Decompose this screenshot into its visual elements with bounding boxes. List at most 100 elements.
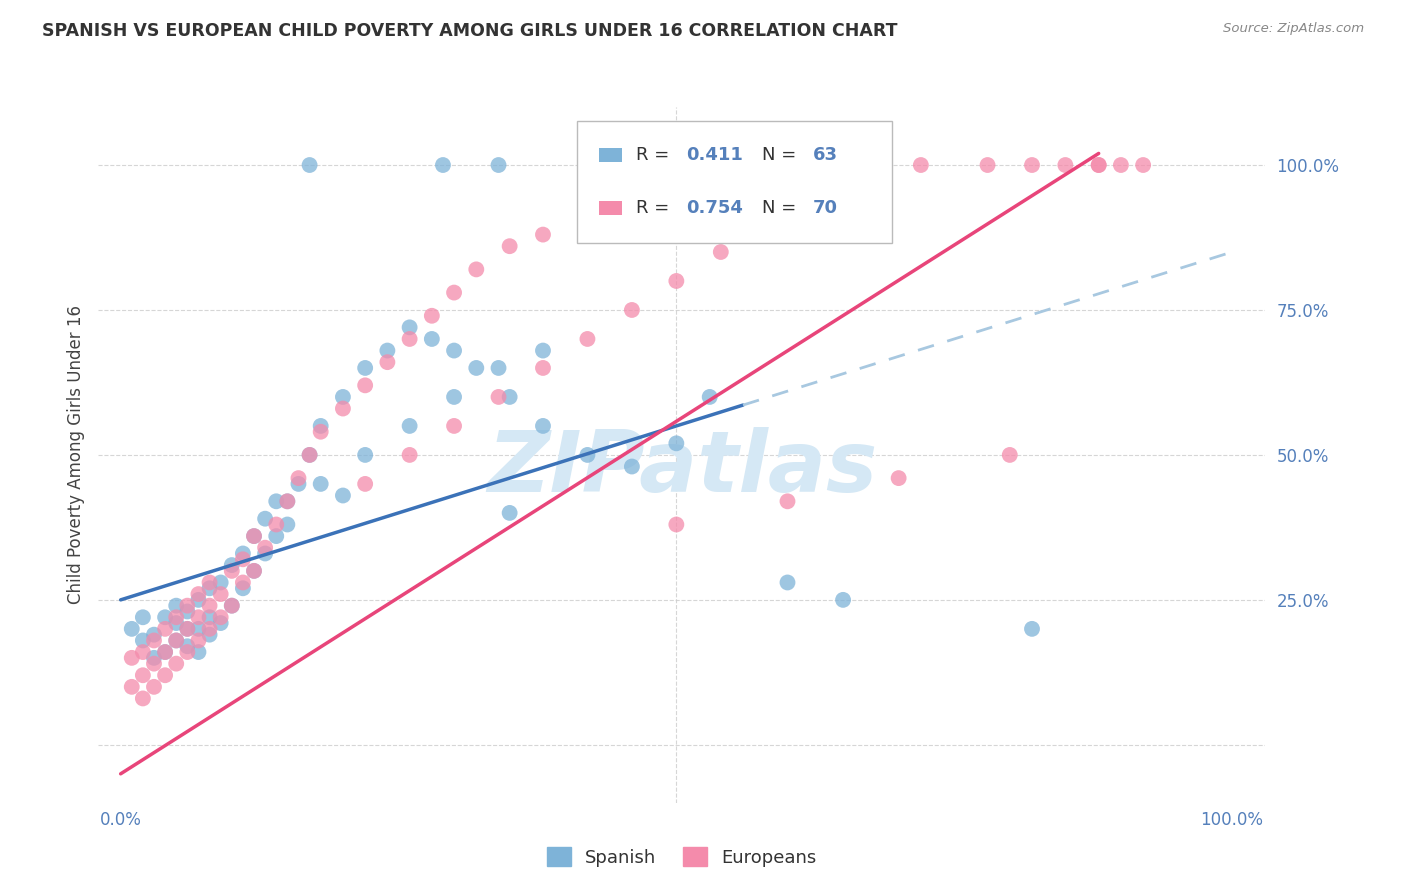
Point: [531, 419, 554, 434]
Point: [153, 622, 176, 636]
Point: [309, 419, 332, 434]
Point: [254, 546, 277, 561]
Text: N =: N =: [762, 199, 803, 218]
Point: [232, 582, 254, 596]
Point: [665, 274, 688, 288]
Point: [198, 628, 221, 642]
Point: [176, 645, 198, 659]
Point: [309, 425, 332, 439]
Point: [232, 575, 254, 590]
Text: 70: 70: [813, 199, 838, 218]
Point: [153, 645, 176, 659]
Text: SPANISH VS EUROPEAN CHILD POVERTY AMONG GIRLS UNDER 16 CORRELATION CHART: SPANISH VS EUROPEAN CHILD POVERTY AMONG …: [42, 22, 897, 40]
Point: [221, 599, 243, 613]
Point: [264, 529, 287, 543]
Point: [264, 494, 287, 508]
Point: [354, 448, 377, 462]
Point: [221, 564, 243, 578]
Point: [198, 599, 221, 613]
Point: [276, 494, 298, 508]
Point: [799, 193, 821, 207]
Point: [443, 419, 465, 434]
Point: [332, 489, 354, 503]
Point: [776, 575, 799, 590]
Point: [354, 378, 377, 392]
Point: [121, 680, 143, 694]
Point: [176, 599, 198, 613]
Point: [153, 645, 176, 659]
Point: [465, 361, 488, 376]
Point: [187, 633, 209, 648]
Point: [232, 552, 254, 566]
Point: [176, 622, 198, 636]
Point: [1109, 158, 1132, 172]
Point: [398, 332, 420, 346]
Point: [443, 343, 465, 358]
Point: [754, 216, 776, 230]
Point: [287, 471, 309, 485]
Point: [488, 158, 510, 172]
Text: 0.411: 0.411: [686, 146, 744, 164]
Point: [243, 564, 266, 578]
Point: [209, 615, 232, 630]
Point: [665, 517, 688, 532]
Point: [710, 244, 733, 259]
Point: [143, 633, 166, 648]
Text: R =: R =: [637, 199, 675, 218]
Point: [298, 448, 321, 462]
Point: [187, 645, 209, 659]
Point: [998, 448, 1021, 462]
Point: [209, 575, 232, 590]
Point: [488, 390, 510, 404]
Point: [153, 668, 176, 682]
Text: ZIPatlas: ZIPatlas: [486, 427, 877, 510]
Point: [132, 668, 155, 682]
Point: [198, 582, 221, 596]
Point: [153, 610, 176, 624]
Point: [665, 436, 688, 450]
Point: [432, 158, 454, 172]
Point: [1132, 158, 1154, 172]
Point: [887, 471, 910, 485]
Point: [187, 610, 209, 624]
Point: [354, 361, 377, 376]
Point: [1021, 158, 1043, 172]
Point: [165, 610, 187, 624]
Point: [132, 633, 155, 648]
Point: [910, 158, 932, 172]
FancyBboxPatch shape: [599, 202, 623, 215]
FancyBboxPatch shape: [599, 148, 623, 162]
Point: [332, 401, 354, 416]
Point: [121, 651, 143, 665]
Text: 63: 63: [813, 146, 838, 164]
Point: [254, 541, 277, 555]
Text: Source: ZipAtlas.com: Source: ZipAtlas.com: [1223, 22, 1364, 36]
Point: [976, 158, 998, 172]
Point: [165, 633, 187, 648]
Point: [243, 564, 266, 578]
Point: [221, 599, 243, 613]
Point: [176, 605, 198, 619]
Point: [198, 610, 221, 624]
Point: [143, 657, 166, 671]
Point: [209, 587, 232, 601]
Text: 0.754: 0.754: [686, 199, 744, 218]
Point: [121, 622, 143, 636]
Point: [209, 610, 232, 624]
Point: [832, 592, 855, 607]
Point: [531, 227, 554, 242]
Point: [576, 448, 599, 462]
Point: [165, 615, 187, 630]
Point: [1021, 622, 1043, 636]
Point: [1054, 158, 1077, 172]
Point: [276, 517, 298, 532]
Point: [132, 691, 155, 706]
Point: [531, 361, 554, 376]
Point: [420, 332, 443, 346]
Point: [132, 645, 155, 659]
Point: [377, 355, 399, 369]
Point: [531, 343, 554, 358]
Point: [354, 476, 377, 491]
Point: [1087, 158, 1109, 172]
Y-axis label: Child Poverty Among Girls Under 16: Child Poverty Among Girls Under 16: [66, 305, 84, 605]
